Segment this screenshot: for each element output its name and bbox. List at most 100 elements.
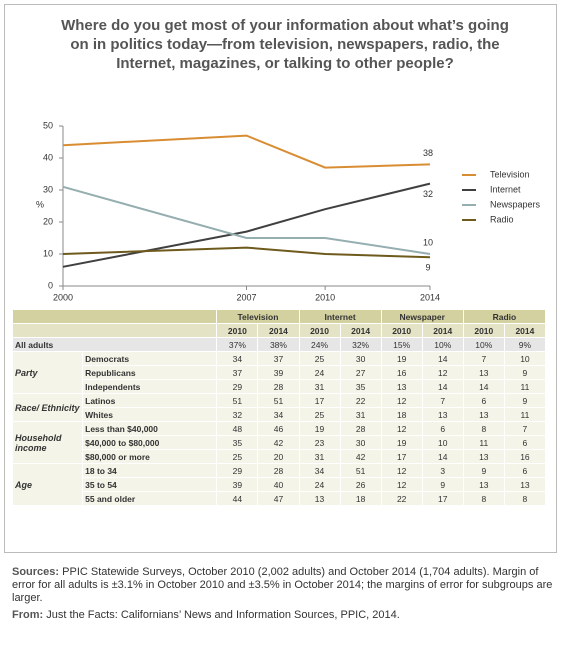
cell: 48 (216, 421, 259, 436)
cell: 19 (380, 435, 423, 450)
cell: 14 (421, 379, 464, 394)
legend-label: Radio (490, 214, 514, 224)
cell: 32 (216, 407, 259, 422)
table-row: $40,000 to $80,000 35 42 23 30 19 10 11 6 (13, 435, 547, 450)
footnotes: Sources: PPIC Statewide Surveys, October… (12, 566, 557, 626)
cell: 28 (257, 379, 300, 394)
cell: 29 (216, 463, 259, 478)
cell: 8 (503, 491, 547, 506)
cell: 6 (421, 421, 464, 436)
header-row: Television Internet Newspaper Radio (11, 309, 547, 324)
column-header: Internet (298, 309, 382, 324)
cell: 51 (257, 393, 300, 408)
cell: 17 (298, 393, 341, 408)
cell: 15% (380, 337, 423, 352)
cell: 12 (421, 365, 464, 380)
cell: 12 (380, 393, 423, 408)
cell: 13 (503, 477, 547, 492)
row-label: $80,000 or more (82, 449, 218, 464)
cell: 19 (298, 421, 341, 436)
group-label: Age (11, 463, 84, 506)
cell: 32% (339, 337, 382, 352)
cell: 42 (257, 435, 300, 450)
y-tick-label: 10 (43, 248, 53, 258)
cell: 35 (339, 379, 382, 394)
cell: 9% (503, 337, 547, 352)
cell: 17 (380, 449, 423, 464)
cell: 28 (257, 463, 300, 478)
row-label: Democrats (82, 351, 218, 366)
legend-label: Television (490, 169, 530, 179)
year-header: 2014 (339, 323, 382, 338)
cell: 34 (298, 463, 341, 478)
cell: 38% (257, 337, 300, 352)
year-header: 2010 (380, 323, 423, 338)
cell: 44 (216, 491, 259, 506)
cell: 9 (421, 477, 464, 492)
y-tick-label: 30 (43, 184, 53, 194)
row-label: 55 and older (82, 491, 218, 506)
from-label: From: (12, 609, 44, 621)
table-row: Independents 29 28 31 35 13 14 14 11 (13, 379, 547, 394)
cell: 12 (380, 477, 423, 492)
cell: 3 (421, 463, 464, 478)
cell: 30 (339, 435, 382, 450)
table-row: Republicans 37 39 24 27 16 12 13 9 (13, 365, 547, 380)
cell: 6 (462, 393, 505, 408)
row-label: 18 to 34 (82, 463, 218, 478)
figure-frame (4, 4, 557, 553)
cell: 24 (298, 365, 341, 380)
cell: 10 (421, 435, 464, 450)
table-row: Age 18 to 34 29 28 34 51 12 3 9 6 (11, 463, 547, 506)
series-line (62, 134, 431, 169)
cell: 10% (421, 337, 464, 352)
cell: 34 (257, 407, 300, 422)
cell: 11 (503, 407, 547, 422)
cell: 39 (216, 477, 259, 492)
all-adults-row: All adults 37% 38% 24% 32% 15% 10% 10% 9% (11, 337, 547, 352)
cell: 6 (503, 435, 547, 450)
cell: 8 (462, 421, 505, 436)
table-row: Whites 32 34 25 31 18 13 13 11 (13, 407, 547, 422)
column-header: Television (216, 309, 300, 324)
cell: 22 (380, 491, 423, 506)
chart-title: Where do you get most of your informatio… (61, 17, 509, 72)
cell: 35 (216, 435, 259, 450)
cell: 13 (421, 407, 464, 422)
table-row: 55 and older 44 47 13 18 22 17 8 8 (13, 491, 547, 506)
cell: 39 (257, 365, 300, 380)
cell: 13 (380, 379, 423, 394)
year-header: 2014 (503, 323, 547, 338)
cell: 6 (503, 463, 547, 478)
x-tick-label: 2010 (315, 292, 335, 302)
data-table: Television Internet Newspaper Radio 2010 2014… (11, 309, 547, 506)
from: From: Just the Facts: Californians’ News… (12, 609, 557, 622)
cell: 8 (462, 491, 505, 506)
cell: 7 (462, 351, 505, 366)
cell: 16 (503, 449, 547, 464)
blank-cell (11, 323, 218, 338)
cell: 17 (421, 491, 464, 506)
table-row: 35 to 54 39 40 24 26 12 9 13 13 (13, 477, 547, 492)
cell: 25 (216, 449, 259, 464)
cell: 11 (462, 435, 505, 450)
cell: 40 (257, 477, 300, 492)
cell: 13 (462, 449, 505, 464)
cell: 13 (462, 477, 505, 492)
x-tick-label: 2000 (53, 292, 73, 302)
sources: Sources: PPIC Statewide Surveys, October… (12, 566, 557, 605)
row-label: $40,000 to $80,000 (82, 435, 218, 450)
cell: 18 (380, 407, 423, 422)
cell: 31 (339, 407, 382, 422)
y-tick-label: 0 (48, 280, 53, 290)
cell: 13 (462, 365, 505, 380)
row-label: Less than $40,000 (82, 421, 218, 436)
column-header: Newspaper (380, 309, 464, 324)
series-line (62, 182, 431, 268)
legend-label: Newspapers (490, 199, 541, 209)
cell: 19 (380, 351, 423, 366)
cell: 29 (216, 379, 259, 394)
cell: 30 (339, 351, 382, 366)
cell: 9 (462, 463, 505, 478)
